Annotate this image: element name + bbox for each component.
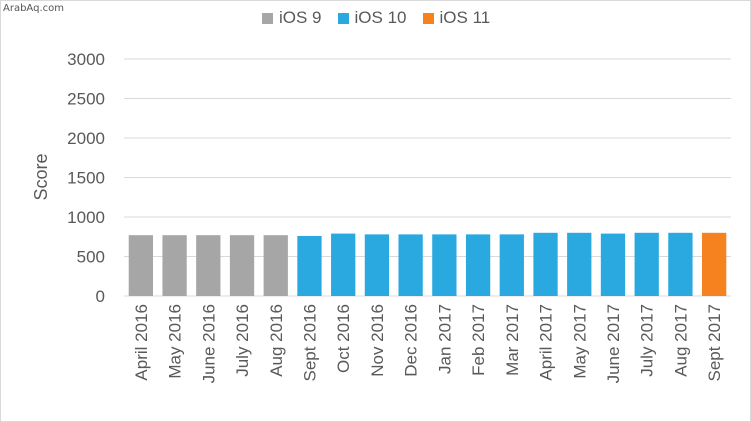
legend-item-ios9: iOS 9 bbox=[262, 8, 322, 28]
x-tick-label: July 2016 bbox=[233, 304, 252, 377]
gridlines bbox=[124, 58, 731, 297]
bar-aug-2017 bbox=[668, 232, 693, 296]
y-tick-label: 2500 bbox=[67, 90, 105, 109]
bar-may-2017 bbox=[567, 232, 592, 296]
bar-july-2017 bbox=[634, 232, 659, 296]
y-tick-label: 3000 bbox=[67, 50, 105, 69]
x-tick-label: Oct 2016 bbox=[334, 304, 353, 373]
x-tick-label: June 2017 bbox=[604, 304, 623, 383]
bar-aug-2016 bbox=[263, 235, 288, 296]
bar-july-2016 bbox=[229, 235, 255, 296]
y-tick-labels: 0 500 1000 1500 2000 2500 3000 bbox=[67, 50, 105, 306]
y-tick-label: 0 bbox=[96, 287, 105, 306]
x-tick-label: May 2017 bbox=[570, 304, 589, 379]
legend-item-ios11: iOS 11 bbox=[422, 8, 491, 28]
bar-jan-2017 bbox=[432, 234, 457, 296]
bar-april-2017 bbox=[533, 232, 558, 296]
bar-dec-2016 bbox=[398, 234, 423, 296]
legend-label-ios11: iOS 11 bbox=[439, 8, 491, 27]
x-tick-label: April 2016 bbox=[132, 304, 151, 381]
y-tick-label: 500 bbox=[77, 248, 105, 267]
bar-june-2017 bbox=[600, 233, 626, 296]
bar-june-2016 bbox=[196, 235, 221, 296]
x-tick-label: April 2017 bbox=[537, 304, 556, 381]
chart-legend: iOS 9 iOS 10 iOS 11 bbox=[262, 6, 506, 30]
y-tick-label: 1500 bbox=[67, 169, 105, 188]
bar-mar-2017 bbox=[499, 234, 524, 296]
bar-may-2016 bbox=[162, 235, 187, 296]
legend-swatch-ios11 bbox=[422, 12, 434, 24]
x-tick-label: Sept 2017 bbox=[705, 304, 724, 382]
x-tick-label: Aug 2017 bbox=[671, 304, 690, 377]
x-tick-label: Aug 2016 bbox=[267, 304, 286, 377]
y-axis-title: Score bbox=[31, 153, 51, 200]
bar-nov-2016 bbox=[364, 234, 390, 296]
x-tick-label: Mar 2017 bbox=[503, 304, 522, 376]
bar-april-2016 bbox=[128, 235, 154, 296]
bar-feb-2017 bbox=[465, 234, 491, 296]
bars bbox=[128, 232, 727, 296]
x-tick-label: Feb 2017 bbox=[469, 304, 488, 376]
x-tick-labels: April 2016 May 2016 June 2016 July 2016 Aug … bbox=[132, 304, 724, 383]
legend-label-ios10: iOS 10 bbox=[354, 8, 407, 27]
x-tick-label: June 2016 bbox=[199, 304, 218, 383]
x-tick-label: July 2017 bbox=[638, 304, 657, 377]
bar-oct-2016 bbox=[331, 233, 356, 296]
x-tick-label: Dec 2016 bbox=[402, 304, 421, 377]
watermark: ArabAq.com bbox=[3, 3, 64, 14]
x-tick-label: Sept 2016 bbox=[300, 304, 319, 382]
legend-swatch-ios9 bbox=[262, 12, 273, 24]
x-tick-label: Jan 2017 bbox=[435, 304, 454, 374]
legend-item-ios10: iOS 10 bbox=[337, 8, 407, 28]
y-tick-label: 2000 bbox=[67, 129, 105, 148]
legend-swatch-ios10 bbox=[337, 12, 349, 24]
bar-sept-2017 bbox=[701, 232, 727, 296]
bar-sept-2016 bbox=[297, 235, 322, 296]
x-tick-label: May 2016 bbox=[166, 304, 185, 379]
y-tick-label: 1000 bbox=[67, 208, 105, 227]
x-tick-label: Nov 2016 bbox=[368, 304, 387, 377]
legend-label-ios9: iOS 9 bbox=[279, 8, 322, 27]
